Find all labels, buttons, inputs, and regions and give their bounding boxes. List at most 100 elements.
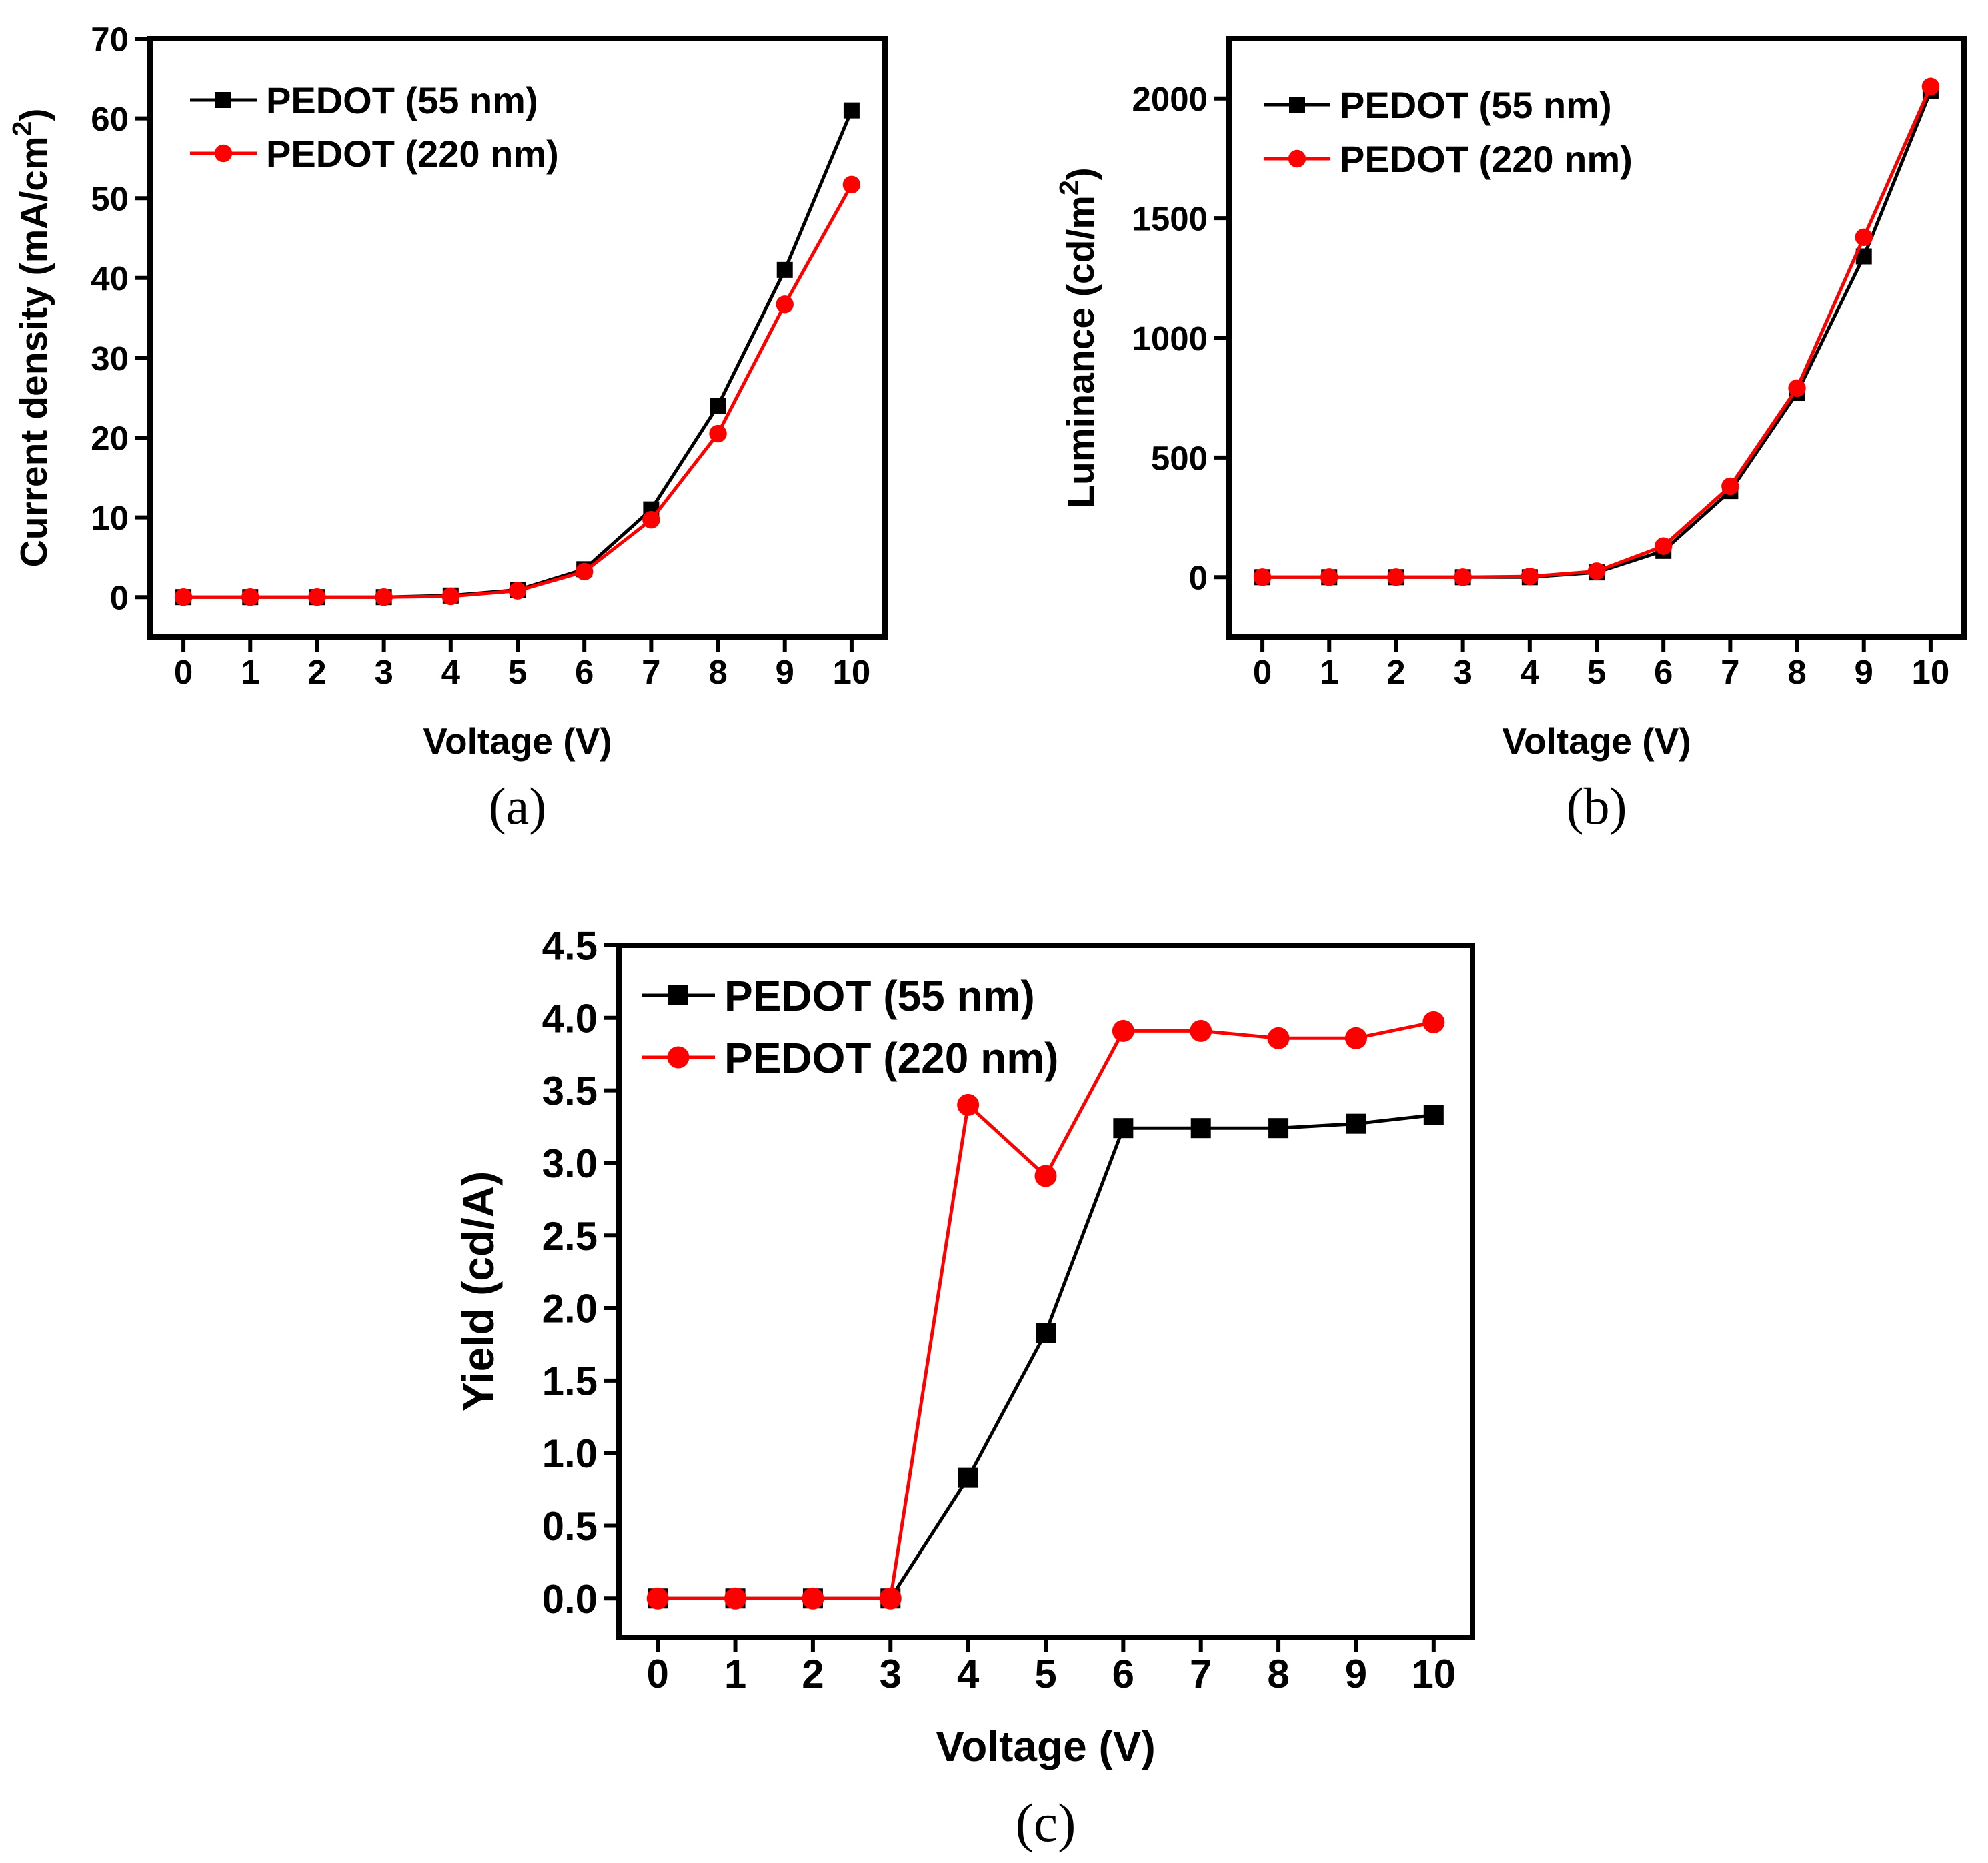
legend-label: PEDOT (220 nm) (1340, 138, 1633, 180)
y-tick-label: 1500 (1132, 199, 1208, 237)
series-line (183, 109, 854, 599)
x-tick-label: 8 (1787, 653, 1806, 691)
plot-frame (147, 36, 888, 640)
x-tick-label: 9 (1345, 1652, 1367, 1696)
y-tick-label: 0.0 (542, 1577, 598, 1622)
x-tick-label: 4 (957, 1652, 980, 1696)
data-point-circle (957, 1093, 980, 1116)
y-tick-label: 3.5 (542, 1069, 598, 1113)
x-axis-label: Voltage (V) (423, 720, 612, 762)
legend-marker-circle (214, 144, 233, 163)
x-tick-label: 3 (374, 653, 393, 691)
data-point-circle (1253, 568, 1272, 586)
y-tick-label: 3.0 (542, 1141, 598, 1186)
series-1 (174, 175, 861, 606)
x-tick-label: 9 (1855, 653, 1873, 691)
series-0 (175, 102, 860, 606)
panel-caption: (a) (489, 777, 547, 835)
legend-label: PEDOT (220 nm) (724, 1034, 1058, 1082)
x-tick-label: 2 (802, 1652, 824, 1696)
data-point-circle (508, 582, 527, 600)
data-point-square (710, 398, 726, 414)
legend-marker-circle (1288, 149, 1306, 168)
x-tick-label: 1 (1320, 653, 1338, 691)
data-point-square (776, 261, 793, 278)
data-point-square (1190, 1118, 1211, 1139)
data-point-circle (1320, 568, 1338, 586)
data-point-circle (1521, 568, 1539, 586)
data-point-square (843, 102, 860, 119)
y-tick-label: 30 (91, 340, 129, 378)
legend-marker-square (668, 985, 688, 1005)
data-point-square (958, 1467, 978, 1488)
x-tick-label: 0 (646, 1652, 668, 1696)
y-axis-label-main: Luminance (cd/m (1060, 195, 1102, 508)
x-tick-label: 6 (1654, 653, 1673, 691)
panel-caption: (b) (1567, 777, 1627, 835)
y-tick-label: 0 (1189, 559, 1208, 597)
data-point-circle (575, 562, 594, 581)
x-tick-label: 7 (1190, 1652, 1212, 1696)
y-axis-label-main: Current density (mA/cm (13, 136, 55, 567)
y-tick-label: 60 (91, 100, 129, 138)
plot-frame (1226, 36, 1967, 640)
y-tick-label: 500 (1151, 439, 1208, 477)
y-axis-label-close: ) (1060, 167, 1102, 180)
x-tick-label: 0 (1253, 653, 1272, 691)
x-tick-label: 5 (1034, 1652, 1056, 1696)
x-tick-label: 1 (724, 1652, 746, 1696)
data-point-circle (1387, 568, 1405, 586)
data-point-circle (1267, 1027, 1290, 1049)
legend-label: PEDOT (220 nm) (266, 133, 559, 175)
data-point-circle (709, 424, 727, 443)
data-point-circle (1721, 477, 1739, 496)
data-point-square (1346, 1113, 1366, 1134)
y-axis-label-superscript: 2 (1054, 180, 1084, 195)
data-point-circle (1190, 1019, 1212, 1042)
chart-panel-0: 0 1 2 3 4 5 6 7 8 9 10 0 10 20 30 40 50 60 70 Voltage (V) Cu… (7, 20, 888, 835)
x-axis-label: Voltage (V) (1502, 720, 1691, 762)
x-tick-label: 5 (508, 653, 527, 691)
x-tick-label: 10 (1411, 1652, 1456, 1696)
x-tick-label: 6 (1112, 1652, 1134, 1696)
y-axis-label-close: ) (13, 109, 55, 121)
data-point-circle (1422, 1011, 1445, 1033)
data-point-square (1268, 1118, 1289, 1139)
legend: PEDOT (55 nm) PEDOT (220 nm) (1264, 84, 1633, 180)
data-point-square (1036, 1323, 1056, 1343)
legend-marker-square (1289, 97, 1305, 113)
x-tick-label: 7 (1721, 653, 1739, 691)
legend: PEDOT (55 nm) PEDOT (220 nm) (190, 79, 559, 175)
y-axis-label-main: Yield (cd/A) (453, 1171, 503, 1412)
y-tick-label: 1.0 (542, 1431, 598, 1476)
legend-label: PEDOT (55 nm) (266, 79, 538, 121)
x-axis-label: Voltage (V) (936, 1722, 1156, 1770)
x-tick-label: 6 (575, 653, 594, 691)
data-point-circle (776, 295, 794, 314)
x-tick-label: 3 (880, 1652, 902, 1696)
y-tick-label: 1000 (1132, 320, 1208, 358)
y-tick-label: 10 (91, 499, 129, 537)
x-tick-label: 7 (642, 653, 660, 691)
x-tick-label: 2 (307, 653, 326, 691)
x-tick-label: 8 (1267, 1652, 1289, 1696)
data-point-circle (642, 510, 660, 529)
chart-panel-1: 0 1 2 3 4 5 6 7 8 9 10 0 500 1000 1500 2000 Voltage (V) L… (1054, 36, 1967, 835)
data-point-circle (375, 588, 393, 606)
y-tick-label: 2.5 (542, 1214, 598, 1259)
y-tick-label: 2000 (1132, 80, 1208, 118)
data-point-circle (802, 1587, 824, 1610)
data-point-circle (174, 588, 193, 606)
y-tick-label: 20 (91, 419, 129, 457)
data-point-circle (1788, 379, 1806, 398)
data-point-square (1113, 1118, 1134, 1139)
legend-label: PEDOT (55 nm) (724, 972, 1035, 1020)
x-tick-label: 4 (441, 653, 461, 691)
x-tick-label: 3 (1453, 653, 1472, 691)
data-point-circle (724, 1587, 747, 1610)
legend-label: PEDOT (55 nm) (1340, 84, 1612, 126)
data-point-circle (1587, 562, 1606, 580)
data-point-circle (1344, 1027, 1367, 1049)
data-point-circle (842, 175, 861, 194)
